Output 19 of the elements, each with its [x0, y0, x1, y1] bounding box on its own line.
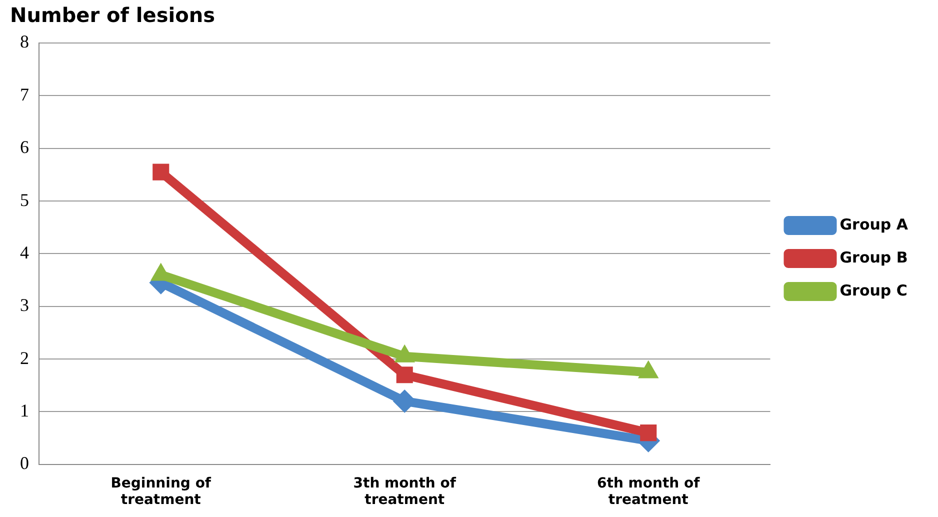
y-tick-label: 8: [20, 32, 29, 52]
y-tick-label: 5: [20, 190, 29, 210]
y-tick-label: 2: [20, 348, 29, 368]
legend-label: Group B: [840, 248, 908, 266]
y-tick-label: 7: [20, 84, 29, 104]
x-tick-label: 3th month of treatment: [353, 475, 457, 508]
y-tick-label: 4: [20, 242, 29, 262]
legend-label: Group A: [840, 215, 908, 234]
x-tick-label: 6th month of treatment: [597, 475, 701, 508]
point: [396, 366, 413, 384]
point: [152, 164, 170, 180]
y-tick-label: 0: [20, 453, 29, 474]
y-tick-label: 3: [20, 295, 29, 316]
point: [640, 424, 657, 442]
y-tick-label: 1: [20, 400, 29, 420]
chart-title: Number of lesions: [10, 3, 215, 28]
legend-label: Group C: [840, 281, 908, 300]
x-tick-label: Beginning of treatment: [110, 475, 212, 508]
y-tick-label: 6: [20, 137, 29, 158]
